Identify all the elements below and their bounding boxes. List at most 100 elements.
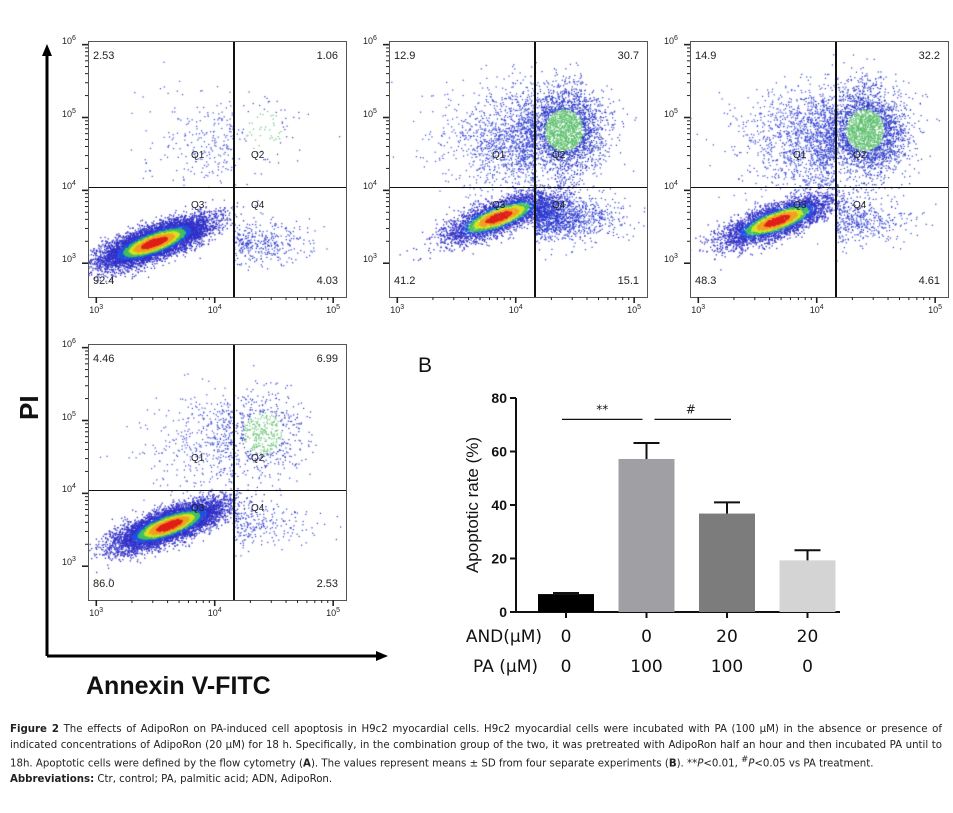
caption-p2: P [748,758,755,770]
row-label-and: AND(µM) [466,627,542,647]
flow-plot-a3: 14.9 32.2 48.3 4.61 Q1 Q2 Q3 Q4 [690,41,949,298]
bar [538,594,594,612]
quadrant-percent-q2: 6.99 [316,353,338,365]
quadrant-label-q3: Q3 [793,199,807,211]
apoptotic-rate-bar-chart: 0 20 40 60 80 Apoptotic rate (%) 0 0 0 100 20 100 20… [463,390,840,677]
y-tick-label: 104 [363,180,377,192]
quadrant-percent-q3: 92.4 [93,275,115,287]
scatter-points [89,345,346,600]
flow-plot-a4: 4.46 6.99 86.0 2.53 Q1 Q2 Q3 Q4 [88,344,347,601]
quadrant-percent-q1: 12.9 [394,50,416,62]
scatter-points [89,42,346,297]
y-tick-label: 80 [491,390,507,406]
y-tick-label: 104 [62,180,76,192]
figure-caption: Figure 2 The effects of AdipoRon on PA-i… [10,722,942,787]
x-tick-label: 105 [627,304,642,315]
quadrant-gate-horizontal [390,186,647,189]
y-tick-label: 0 [499,604,507,620]
quadrant-label-q4: Q4 [251,199,265,211]
x-tick-label: 104 [207,304,222,315]
quadrant-percent-q3: 48.3 [695,275,717,287]
quadrant-label-q4: Q4 [853,199,867,211]
quadrant-gate-horizontal [691,186,948,189]
quadrant-percent-q4: 4.61 [918,275,940,287]
abbreviations-label: Abbreviations: [10,773,95,785]
row-label-pa: PA (µM) [473,657,538,677]
x-tick-label: 103 [691,304,706,315]
quadrant-label-q1: Q1 [191,452,205,464]
panel-b-label: B [418,354,433,377]
quadrant-label-q2: Q2 [251,452,265,464]
y-tick-label: 105 [363,107,377,119]
flow-plot-a2: 12.9 30.7 41.2 15.1 Q1 Q2 Q3 Q4 [389,41,648,298]
quadrant-percent-q3: 86.0 [93,578,115,590]
x-tick-label-pa: 0 [802,657,813,677]
significance-label: # [686,402,696,416]
flow-plot-axes-a3 [684,43,936,303]
y-tick-label: 40 [491,497,507,513]
x-tick-label: 105 [326,607,341,618]
y-tick-label: 105 [664,107,678,119]
quadrant-percent-q3: 41.2 [394,275,416,287]
x-tick-label: 104 [207,607,222,618]
quadrant-percent-q4: 4.03 [316,275,338,287]
y-axis-label: PI [14,395,44,420]
x-tick-label: 105 [928,304,943,315]
quadrant-label-q1: Q1 [793,149,807,161]
x-axis-arrowhead-icon [376,651,388,661]
y-tick-label: 106 [363,34,377,46]
quadrant-label-q3: Q3 [492,199,506,211]
flow-plot-axes-a2 [383,43,635,303]
y-tick-label: 106 [62,337,76,349]
quadrant-percent-q1: 14.9 [695,50,717,62]
y-tick-label: 103 [62,253,76,265]
abbreviations-text: Ctr, control; PA, palmitic acid; ADN, Ad… [94,773,333,785]
y-axis-arrowhead-icon [42,44,52,56]
quadrant-percent-q2: 32.2 [918,50,940,62]
bar [699,513,755,612]
quadrant-label-q2: Q2 [853,149,867,161]
caption-p1: P [697,758,704,770]
quadrant-percent-q2: 30.7 [617,50,639,62]
x-axis-label: Annexin V-FITC [86,672,271,700]
x-tick-label-and: 20 [716,627,738,647]
x-tick-label-pa: 100 [711,657,743,677]
quadrant-percent-q1: 2.53 [93,50,115,62]
x-tick-label-pa: 0 [561,657,572,677]
x-tick-label-pa: 100 [630,657,662,677]
y-tick-label: 106 [664,34,678,46]
quadrant-label-q1: Q1 [191,149,205,161]
quadrant-gate-vertical [233,42,235,297]
y-tick-label: 60 [491,444,507,460]
x-tick-label: 105 [326,304,341,315]
x-tick-label: 103 [89,304,104,315]
quadrant-percent-q1: 4.46 [93,353,115,365]
quadrant-label-q2: Q2 [552,149,566,161]
x-tick-label-and: 20 [797,627,819,647]
caption-text: The effects of AdipoRon on PA-induced ce… [10,724,942,770]
caption-ref-a: A [303,758,311,770]
y-tick-label: 103 [62,556,76,568]
x-tick-label: 104 [809,304,824,315]
flow-plot-axes-a4 [82,346,334,606]
caption-text-2: ). The values represent means ± SD from … [310,758,669,770]
quadrant-label-q1: Q1 [492,149,506,161]
quadrant-label-q3: Q3 [191,502,205,514]
y-tick-label: 104 [664,180,678,192]
y-tick-label: 103 [363,253,377,265]
figure-label: Figure 2 [10,724,59,735]
y-axis-title: Apoptotic rate (%) [463,437,482,573]
caption-ref-b: B [668,758,677,770]
y-tick-label: 105 [62,410,76,422]
x-tick-label: 103 [390,304,405,315]
bar [779,560,836,612]
quadrant-gate-vertical [233,345,235,600]
y-tick-label: 105 [62,107,76,119]
quadrant-label-q3: Q3 [191,199,205,211]
x-tick-label: 104 [508,304,523,315]
x-tick-label-and: 0 [641,627,652,647]
quadrant-label-q2: Q2 [251,149,265,161]
quadrant-gate-vertical [534,42,536,297]
scatter-points [390,42,647,297]
